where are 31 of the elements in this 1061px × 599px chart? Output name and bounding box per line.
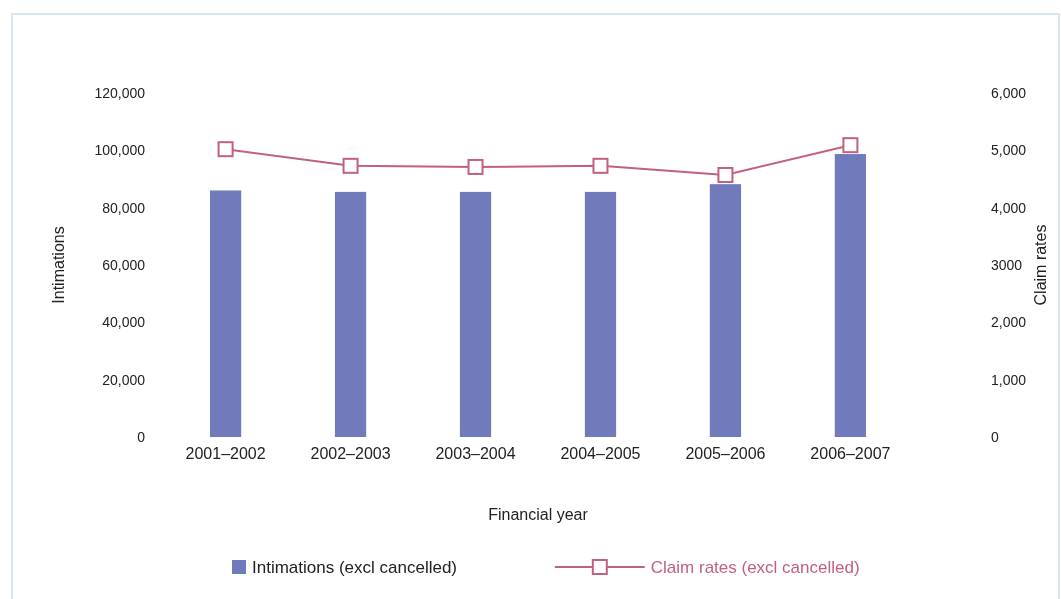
y-tick-label: 100,000 (94, 142, 146, 159)
x-tick-label: 2006–2007 (810, 445, 891, 462)
y2-tick-label: 2,000 (991, 314, 1027, 331)
y-axis-title: Intimations (50, 226, 67, 304)
y2-tick-label: 4,000 (991, 199, 1027, 216)
bar (834, 154, 867, 437)
bar (459, 191, 492, 437)
y2-axis-title: Claim rates (1032, 224, 1049, 306)
x-tick-label: 2005–2006 (685, 445, 766, 462)
y2-tick-label: 3000 (991, 256, 1023, 273)
y-tick-label: 40,000 (102, 314, 146, 331)
bar (334, 191, 367, 437)
legend-label: Intimations (excl cancelled) (252, 558, 458, 577)
x-tick-label: 2001–2002 (185, 445, 266, 462)
y-tick-label: 120,000 (94, 84, 146, 101)
y2-tick-label: 6,000 (991, 84, 1027, 101)
bar (209, 190, 242, 437)
y-tick-label: 0 (137, 428, 146, 445)
y-tick-label: 20,000 (102, 371, 146, 388)
x-tick-label: 2004–2005 (560, 445, 641, 462)
y2-tick-label: 0 (991, 428, 999, 445)
y-tick-label: 60,000 (102, 256, 146, 273)
y-tick-label: 80,000 (102, 199, 146, 216)
x-tick-label: 2003–2004 (435, 445, 516, 462)
y2-tick-label: 1,000 (991, 371, 1027, 388)
x-tick-label: 2002–2003 (310, 445, 391, 462)
bar (709, 184, 742, 437)
y2-tick-label: 5,000 (991, 142, 1027, 159)
text: Claim rates (excl cancelled) (650, 558, 860, 577)
bar (584, 191, 617, 437)
x-axis-title: Financial year (488, 506, 589, 523)
